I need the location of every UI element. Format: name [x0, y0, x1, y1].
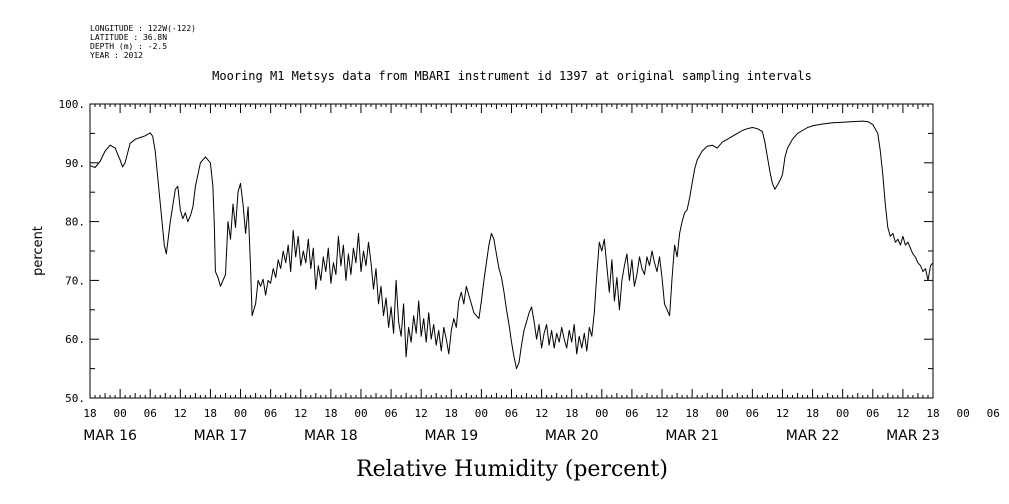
x-tick-label: 12 — [776, 407, 789, 420]
date-label: MAR 16 — [83, 428, 137, 444]
date-label: MAR 21 — [665, 428, 719, 444]
x-tick-label: 18 — [445, 407, 458, 420]
y-tick-label: 70. — [65, 274, 85, 287]
metadata-line: LATITUDE : 36.8N — [90, 33, 167, 42]
metadata-line: YEAR : 2012 — [90, 51, 143, 60]
y-tick-label: 60. — [65, 333, 85, 346]
y-axis: 50. 60. 70. 80. 90. 100. — [59, 98, 933, 405]
x-tick-label: 18 — [686, 407, 699, 420]
plot-frame — [89, 103, 934, 399]
metadata-line: LONGITUDE : 122W(-122) — [90, 24, 196, 33]
x-tick-label: 18 — [806, 407, 819, 420]
x-tick-label: 18 — [565, 407, 578, 420]
x-tick-label: 06 — [384, 407, 397, 420]
date-label: MAR 23 — [886, 428, 940, 444]
date-label: MAR 19 — [424, 428, 478, 444]
x-tick-label: 06 — [866, 407, 879, 420]
x-tick-label: 18 — [324, 407, 337, 420]
x-tick-label: 12 — [535, 407, 548, 420]
x-tick-label: 18 — [204, 407, 217, 420]
x-tick-label: 12 — [655, 407, 668, 420]
x-tick-label: 18 — [83, 407, 96, 420]
x-tick-label: 06 — [746, 407, 759, 420]
x-tick-label: 00 — [716, 407, 729, 420]
x-tick-label: 18 — [926, 407, 939, 420]
y-tick-label: 100. — [59, 98, 86, 111]
y-axis-label: percent — [31, 226, 46, 276]
y-tick-label: 90. — [65, 157, 85, 170]
x-tick-label: 12 — [294, 407, 307, 420]
date-label: MAR 20 — [545, 428, 599, 444]
plot-area — [89, 120, 934, 370]
x-tick-label: 06 — [144, 407, 157, 420]
x-tick-label: 00 — [475, 407, 488, 420]
series-line-0 — [89, 120, 934, 370]
x-tick-label: 00 — [234, 407, 247, 420]
x-tick-label: 00 — [354, 407, 367, 420]
date-label: MAR 18 — [304, 428, 358, 444]
x-tick-label: 06 — [625, 407, 638, 420]
x-tick-label: 06 — [987, 407, 1000, 420]
x-axis: 18 00 06 12 18 00 06 12 18 00 06 12 18 00 06 12 18 00 06 12… — [83, 104, 1000, 444]
date-label: MAR 17 — [194, 428, 248, 444]
x-tick-label: 12 — [415, 407, 428, 420]
metadata-block: LONGITUDE : 122W(-122)LATITUDE : 36.8NDE… — [90, 24, 196, 60]
x-tick-label: 00 — [956, 407, 969, 420]
y-tick-label: 80. — [65, 216, 85, 229]
x-tick-label: 06 — [505, 407, 518, 420]
x-tick-label: 00 — [836, 407, 849, 420]
date-label: MAR 22 — [786, 428, 840, 444]
x-axis-label: Relative Humidity (percent) — [356, 457, 668, 482]
chart-title: Mooring M1 Metsys data from MBARI instru… — [212, 69, 812, 83]
x-tick-label: 12 — [174, 407, 187, 420]
x-tick-label: 00 — [113, 407, 126, 420]
y-tick-label: 50. — [65, 392, 85, 405]
x-tick-label: 12 — [896, 407, 909, 420]
x-tick-label: 06 — [264, 407, 277, 420]
metadata-line: DEPTH (m) : -2.5 — [90, 42, 167, 51]
x-tick-label: 00 — [595, 407, 608, 420]
